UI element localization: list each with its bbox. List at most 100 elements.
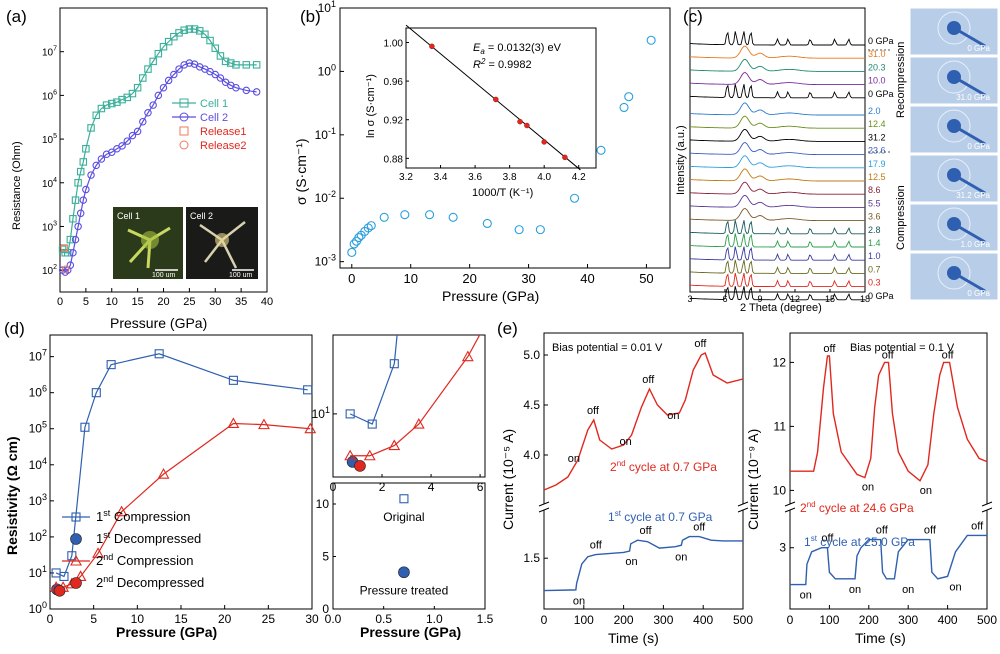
inset-x-tick-label: 4.0 [537,172,551,183]
y-tick-label: 1.5 [523,551,540,565]
x-tick-label: 3 [687,294,692,304]
y-tick-label: 4.5 [523,398,540,412]
panel-b-inset-ylabel: ln σ (S·cm⁻¹) [365,74,377,138]
data-point [535,225,545,235]
on-label: on [902,584,914,596]
xrd-pattern [689,286,865,301]
pressure-label: 20.3 [868,62,886,72]
zoom-series-line [350,335,481,457]
x-tick-label: 15 [825,294,835,304]
data-point-1 [118,142,126,150]
off-label: off [924,525,937,537]
panel-e1-axes [543,332,744,610]
panel-d-xlabel: Pressure (GPa) [116,624,217,640]
zoom-data-point [367,419,377,429]
zoom-data-point [363,449,376,461]
on-label: on [568,453,580,465]
xrd-pattern [689,181,865,195]
data-point [619,102,629,113]
data-point-0 [59,571,69,581]
xrd-pattern [689,128,865,142]
off-label: off [942,349,955,361]
zoom-data-point [354,460,366,472]
x-tick-label: 50 [639,271,653,286]
x-tick-label: 300 [653,613,673,627]
zoom-data-point [389,359,399,369]
inset-y-tick-label: 0.96 [384,77,404,88]
legend-marker [70,554,82,566]
panel-b-ylabel: σ (S·cm⁻¹) [293,138,309,205]
zoom-data-point [344,449,357,461]
x-tick-label: 200 [859,613,879,627]
x-tick-label: 25 [262,612,276,626]
y-tick-label: 106 [29,384,47,400]
blue-series-line [790,534,987,586]
data-point [347,247,357,257]
xrd-pattern [689,220,865,235]
cell1-label: Cell 1 [117,211,140,221]
axis-break-mark [737,501,749,507]
data-point-1 [128,131,137,140]
xrd-pattern [689,259,865,274]
data-point [366,221,376,231]
xrd-pattern [689,208,865,222]
y-tick-label: 12 [773,355,787,369]
on-label: on [619,436,631,448]
panel-d-zoom-axes [332,334,486,478]
pressure-label: 0 GPa [868,291,894,301]
data-point [379,212,389,222]
off-label: off [693,522,706,534]
zoom-data-point [388,439,401,451]
legend-label-cell1: Cell 1 [200,98,228,110]
data-point-0 [113,98,121,106]
pressure-label: 1.0 [868,251,881,261]
zoom-x-tick-label: 4 [428,480,435,494]
diffraction-label: 1.0 GPa [961,240,991,249]
on-label: on [667,410,679,422]
y-tick-label: 103 [29,492,47,508]
y-tick-label: 106 [42,89,57,102]
x-tick-label: 0 [541,613,548,627]
pressure-label: 8.6 [868,185,881,195]
data-point-0 [164,37,173,46]
xrd-pattern [689,142,865,156]
r2-label: R2 = 0.9982 [473,57,532,71]
pressure-label: 1.4 [868,238,881,248]
x-tick-label: 30 [209,296,221,308]
data-point-1 [232,83,240,92]
x-tick-label: 20 [462,271,476,286]
x-tick-label: 10 [131,612,145,626]
diffraction-label: 0 GPa [967,289,990,298]
y-tick-label: 105 [29,420,47,436]
x-tick-label: 9 [757,294,762,304]
data-point-1 [108,148,116,156]
data-point-1 [66,261,75,269]
x-tick-label: 30 [521,271,535,286]
beam-stop-arm [953,124,986,146]
inset-y-tick-label: 0.92 [384,116,404,127]
data-point-1 [97,155,106,163]
data-point-2 [227,417,240,429]
panel-e2-title: Bias potential = 0.1 V [850,342,955,354]
off-label: off [639,525,652,537]
data-point-0 [123,93,132,102]
pressure-label: 12.5 [868,172,886,182]
ea-label: Ea = 0.0132(3) eV [473,42,562,56]
x-tick-label: 500 [733,613,753,627]
x-tick-label: 0 [348,271,355,286]
data-point-0 [82,145,90,153]
inset-x-tick-label: 3.4 [434,172,448,183]
data-point-1 [242,86,251,95]
on-label: on [920,485,932,497]
bottom-x-tick-label: 1.5 [477,612,494,626]
inset-x-tick-label: 4.2 [572,172,586,183]
legend-marker [70,577,82,589]
pressure-label: 10.0 [868,76,886,86]
legend-label-cell2: Cell 2 [200,112,228,124]
data-point-1 [252,88,261,96]
xrd-pattern [689,58,865,72]
data-point-0 [102,101,111,109]
axis-break-mark [538,501,550,507]
panel-e-label: (e) [497,319,518,338]
data-point-0 [227,59,235,67]
